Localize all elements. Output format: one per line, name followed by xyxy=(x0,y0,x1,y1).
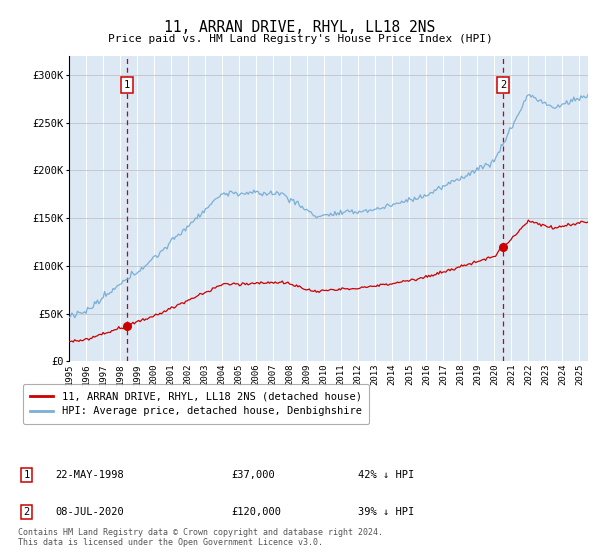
Text: 11, ARRAN DRIVE, RHYL, LL18 2NS: 11, ARRAN DRIVE, RHYL, LL18 2NS xyxy=(164,20,436,35)
Text: 42% ↓ HPI: 42% ↓ HPI xyxy=(358,470,414,480)
Text: 08-JUL-2020: 08-JUL-2020 xyxy=(55,507,124,517)
Text: 39% ↓ HPI: 39% ↓ HPI xyxy=(358,507,414,517)
Text: 1: 1 xyxy=(124,80,130,90)
Text: 1: 1 xyxy=(23,470,29,480)
Text: Price paid vs. HM Land Registry's House Price Index (HPI): Price paid vs. HM Land Registry's House … xyxy=(107,34,493,44)
Text: £120,000: £120,000 xyxy=(231,507,281,517)
Text: 2: 2 xyxy=(500,80,506,90)
Text: Contains HM Land Registry data © Crown copyright and database right 2024.
This d: Contains HM Land Registry data © Crown c… xyxy=(18,528,383,547)
Text: 22-MAY-1998: 22-MAY-1998 xyxy=(55,470,124,480)
Legend: 11, ARRAN DRIVE, RHYL, LL18 2NS (detached house), HPI: Average price, detached h: 11, ARRAN DRIVE, RHYL, LL18 2NS (detache… xyxy=(23,384,369,423)
Text: 2: 2 xyxy=(23,507,29,517)
Text: £37,000: £37,000 xyxy=(231,470,275,480)
